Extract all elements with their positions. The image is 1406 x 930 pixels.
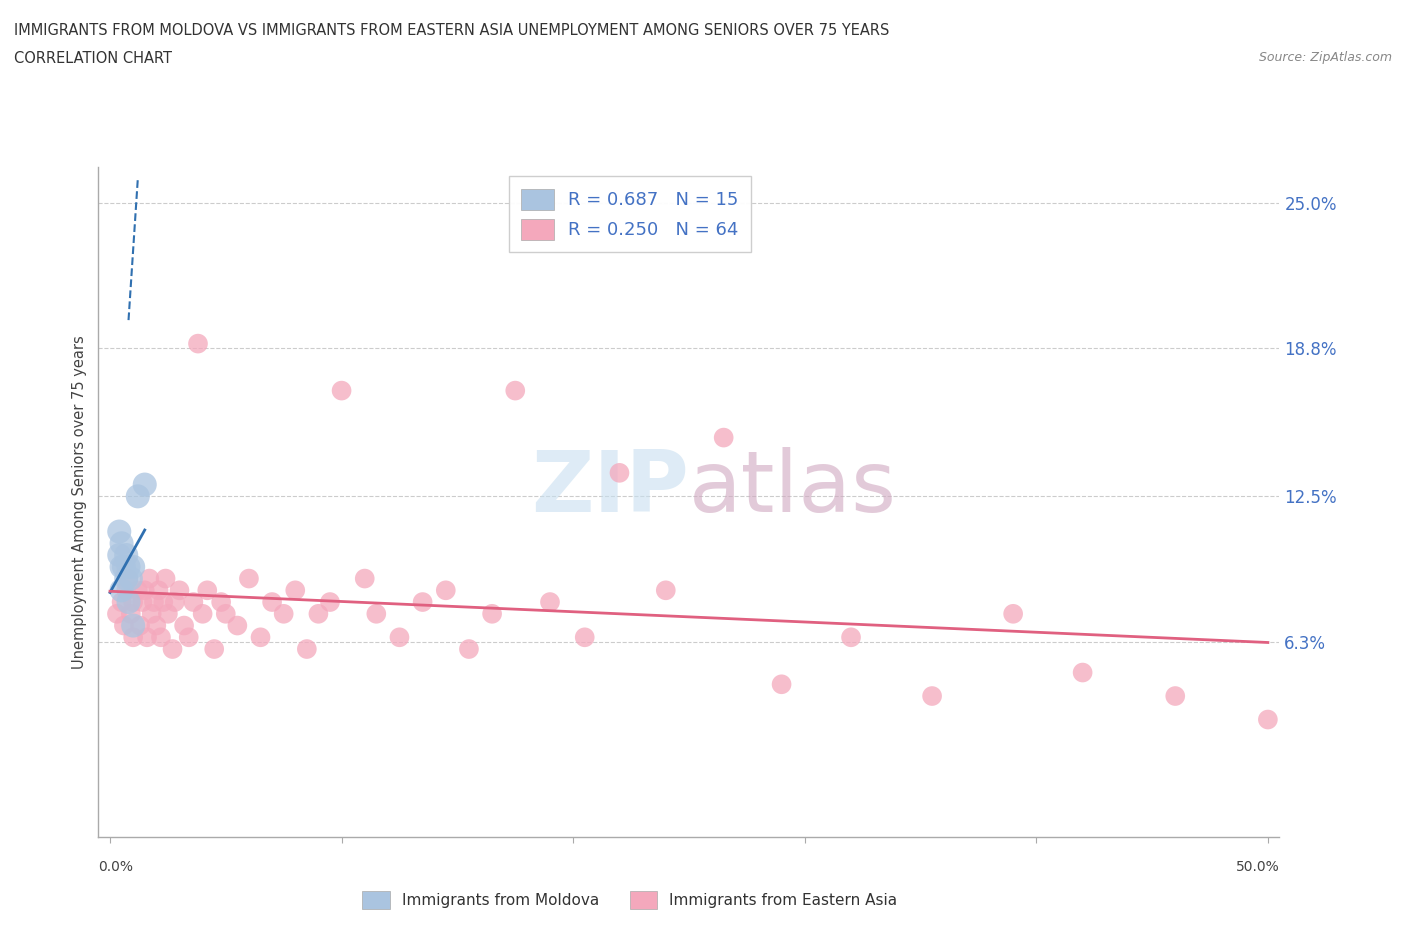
Point (122, 618, 145, 633)
Point (1164, 688, 1187, 703)
Point (273, 606, 295, 621)
Point (108, 548, 131, 563)
Point (122, 630, 145, 644)
Point (388, 630, 411, 644)
Point (148, 583, 170, 598)
Point (284, 583, 307, 598)
Point (1002, 606, 1025, 621)
Point (215, 606, 238, 621)
Point (169, 583, 191, 598)
Point (112, 559, 135, 574)
Point (149, 630, 172, 644)
Point (127, 583, 149, 598)
Point (117, 559, 139, 574)
Point (131, 594, 153, 609)
Point (112, 618, 135, 633)
Point (136, 630, 159, 644)
Point (503, 383, 526, 398)
Point (145, 618, 167, 633)
Point (330, 383, 353, 398)
Point (839, 630, 862, 644)
Point (574, 630, 596, 644)
Point (307, 606, 329, 621)
Point (129, 618, 152, 633)
Point (609, 465, 631, 480)
Point (110, 583, 132, 598)
Point (481, 606, 503, 621)
Point (155, 571, 177, 586)
Point (655, 583, 678, 598)
Point (295, 642, 318, 657)
Point (249, 630, 271, 644)
Point (163, 594, 186, 609)
Point (152, 594, 174, 609)
Point (353, 571, 375, 586)
Point (115, 571, 138, 586)
Point (434, 583, 457, 598)
Point (226, 618, 249, 633)
Point (122, 559, 145, 574)
Point (238, 571, 260, 586)
Point (366, 606, 388, 621)
Text: 50.0%: 50.0% (1236, 860, 1279, 874)
Text: atlas: atlas (689, 447, 897, 530)
Text: IMMIGRANTS FROM MOLDOVA VS IMMIGRANTS FROM EASTERN ASIA UNEMPLOYMENT AMONG SENIO: IMMIGRANTS FROM MOLDOVA VS IMMIGRANTS FR… (14, 23, 890, 38)
Point (134, 477, 156, 492)
Point (127, 489, 149, 504)
Point (209, 594, 232, 609)
Point (173, 618, 195, 633)
Point (110, 536, 132, 551)
Point (202, 642, 225, 657)
Point (134, 583, 156, 598)
Point (117, 594, 139, 609)
Point (138, 571, 160, 586)
Legend: Immigrants from Moldova, Immigrants from Eastern Asia: Immigrants from Moldova, Immigrants from… (354, 884, 905, 916)
Point (162, 642, 184, 657)
Point (770, 677, 793, 692)
Text: Source: ZipAtlas.com: Source: ZipAtlas.com (1258, 51, 1392, 64)
Point (115, 548, 138, 563)
Point (319, 594, 342, 609)
Point (412, 594, 434, 609)
Point (108, 525, 131, 539)
Point (458, 642, 481, 657)
Point (122, 594, 145, 609)
Point (538, 594, 561, 609)
Point (110, 594, 132, 609)
Point (105, 606, 128, 621)
Text: CORRELATION CHART: CORRELATION CHART (14, 51, 172, 66)
Point (191, 606, 214, 621)
Point (120, 571, 142, 586)
Point (143, 594, 166, 609)
Point (117, 571, 139, 586)
Point (262, 594, 284, 609)
Y-axis label: Unemployment Among Seniors over 75 years: Unemployment Among Seniors over 75 years (72, 336, 87, 669)
Point (187, 336, 209, 351)
Point (183, 594, 205, 609)
Point (156, 606, 179, 621)
Point (110, 559, 132, 574)
Point (120, 606, 142, 621)
Text: 0.0%: 0.0% (98, 860, 134, 874)
Text: ZIP: ZIP (531, 447, 689, 530)
Point (141, 606, 163, 621)
Point (177, 630, 200, 644)
Point (195, 583, 218, 598)
Point (115, 583, 138, 598)
Point (1071, 665, 1094, 680)
Point (1257, 712, 1279, 727)
Point (921, 688, 943, 703)
Point (713, 431, 735, 445)
